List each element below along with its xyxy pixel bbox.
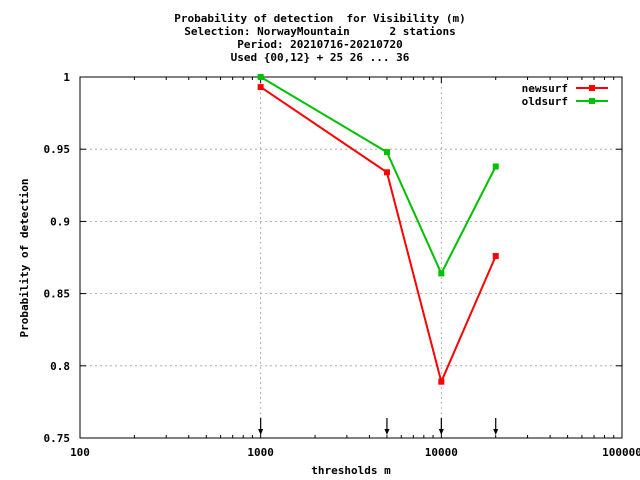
data-point-newsurf bbox=[492, 253, 499, 260]
x-axis-label: thresholds m bbox=[311, 464, 391, 477]
threshold-arrow-head bbox=[438, 429, 444, 435]
data-point-oldsurf bbox=[438, 270, 445, 277]
y-axis-label: Probability of detection bbox=[18, 179, 31, 338]
legend-marker-oldsurf bbox=[589, 98, 595, 104]
chart-title-line-4: Used {00,12} + 25 26 ... 36 bbox=[230, 51, 410, 64]
legend-label-newsurf: newsurf bbox=[522, 82, 568, 95]
y-tick-label: 0.8 bbox=[50, 360, 70, 373]
data-point-oldsurf bbox=[257, 74, 264, 80]
chart-title-line-1: Probability of detection for Visibility … bbox=[174, 12, 466, 25]
y-tick-label: 0.95 bbox=[44, 143, 71, 156]
data-point-oldsurf bbox=[492, 163, 499, 170]
y-tick-label: 0.85 bbox=[44, 288, 71, 301]
threshold-markers bbox=[258, 418, 499, 435]
legend-marker-newsurf bbox=[589, 85, 595, 91]
y-tick-label: 1 bbox=[63, 71, 70, 84]
threshold-arrow-head bbox=[493, 429, 499, 435]
x-tick-label: 10000 bbox=[425, 446, 458, 459]
threshold-arrow-head bbox=[384, 429, 390, 435]
data-point-newsurf bbox=[438, 378, 445, 385]
data-point-oldsurf bbox=[383, 149, 390, 156]
chart-title-line-2: Selection: NorwayMountain 2 stations bbox=[184, 25, 456, 38]
plot-frame bbox=[79, 76, 623, 439]
series-line-newsurf bbox=[260, 86, 497, 385]
axis-ticks: 0.75 0.8 0.85 0.9 0.95 1 100 1000 10000 100000 bbox=[44, 71, 640, 459]
x-tick-label: 100000 bbox=[602, 446, 640, 459]
data-point-newsurf bbox=[257, 84, 264, 91]
x-tick-label: 100 bbox=[70, 446, 90, 459]
data-point-newsurf bbox=[383, 169, 390, 176]
legend-label-oldsurf: oldsurf bbox=[522, 95, 568, 108]
series-line-oldsurf bbox=[260, 76, 497, 276]
grid-lines bbox=[80, 77, 622, 438]
threshold-arrow-head bbox=[258, 429, 264, 435]
y-tick-label: 0.9 bbox=[50, 215, 70, 228]
chart-title-line-3: Period: 20210716-20210720 bbox=[237, 38, 403, 51]
data-series bbox=[257, 74, 499, 385]
y-tick-label: 0.75 bbox=[44, 432, 71, 445]
x-tick-label: 1000 bbox=[247, 446, 274, 459]
